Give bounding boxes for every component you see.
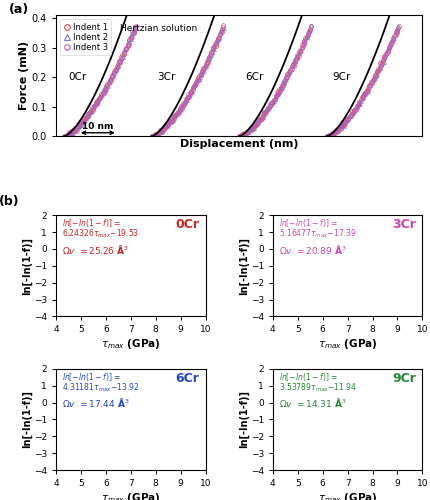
Text: $\mathit{6.24326\tau_{max}}$$\mathit{ - 19.53}$: $\mathit{6.24326\tau_{max}}$$\mathit{ - …	[62, 228, 139, 240]
Text: (a): (a)	[9, 2, 28, 16]
Text: 10 nm: 10 nm	[82, 122, 113, 132]
Text: $\mathit{3.53789\tau_{max}}$$\mathit{ - 11.94}$: $\mathit{3.53789\tau_{max}}$$\mathit{ - …	[278, 381, 356, 394]
Text: $\mathit{ln[-ln(1-f)]}$ =: $\mathit{ln[-ln(1-f)]}$ =	[278, 371, 337, 383]
Text: 9Cr: 9Cr	[332, 72, 350, 82]
Text: 3Cr: 3Cr	[392, 218, 415, 232]
X-axis label: $\tau_{max}$ (GPa): $\tau_{max}$ (GPa)	[101, 491, 160, 500]
Text: 0Cr: 0Cr	[175, 218, 199, 232]
Text: 6Cr: 6Cr	[175, 372, 199, 385]
Text: Hertzian solution: Hertzian solution	[120, 24, 197, 34]
Y-axis label: ln[-ln(1-f)]: ln[-ln(1-f)]	[22, 237, 32, 295]
X-axis label: $\tau_{max}$ (GPa): $\tau_{max}$ (GPa)	[317, 337, 377, 351]
Text: 9Cr: 9Cr	[392, 372, 415, 385]
Text: $\mathit{\Omega v}$ $= 17.44$ Å$^3$: $\mathit{\Omega v}$ $= 17.44$ Å$^3$	[62, 396, 129, 409]
X-axis label: Displacement (nm): Displacement (nm)	[180, 139, 298, 149]
Text: $\mathit{4.31181\tau_{max}}$$\mathit{ - 13.92}$: $\mathit{4.31181\tau_{max}}$$\mathit{ - …	[62, 381, 139, 394]
X-axis label: $\tau_{max}$ (GPa): $\tau_{max}$ (GPa)	[101, 337, 160, 351]
Y-axis label: Force (mN): Force (mN)	[19, 41, 29, 110]
X-axis label: $\tau_{max}$ (GPa): $\tau_{max}$ (GPa)	[317, 491, 377, 500]
Y-axis label: ln[-ln(1-f)]: ln[-ln(1-f)]	[238, 390, 249, 448]
Legend: Indent 1, Indent 2, Indent 3: Indent 1, Indent 2, Indent 3	[60, 19, 111, 56]
Text: (b): (b)	[0, 195, 20, 208]
Y-axis label: ln[-ln(1-f)]: ln[-ln(1-f)]	[238, 237, 249, 295]
Text: $\mathit{5.16477\tau_{max}}$$\mathit{ - 17.39}$: $\mathit{5.16477\tau_{max}}$$\mathit{ - …	[278, 228, 356, 240]
Text: $\mathit{\Omega v}$ $= 14.31$ Å$^3$: $\mathit{\Omega v}$ $= 14.31$ Å$^3$	[278, 396, 346, 409]
Text: 3Cr: 3Cr	[157, 72, 175, 82]
Text: 6Cr: 6Cr	[245, 72, 263, 82]
Text: $\mathit{ln[-ln(1-f)]}$ =: $\mathit{ln[-ln(1-f)]}$ =	[278, 218, 337, 230]
Text: 0Cr: 0Cr	[68, 72, 86, 82]
Text: $\mathit{ln[-ln(1-f)]}$ =: $\mathit{ln[-ln(1-f)]}$ =	[62, 371, 121, 383]
Y-axis label: ln[-ln(1-f)]: ln[-ln(1-f)]	[22, 390, 32, 448]
Text: $\mathit{ln[-ln(1-f)]}$ =: $\mathit{ln[-ln(1-f)]}$ =	[62, 218, 121, 230]
Text: $\mathit{\Omega v}$ $= 20.89$ Å$^3$: $\mathit{\Omega v}$ $= 20.89$ Å$^3$	[278, 242, 346, 256]
Text: $\mathit{\Omega v}$ $= 25.26$ Å$^3$: $\mathit{\Omega v}$ $= 25.26$ Å$^3$	[62, 242, 129, 256]
